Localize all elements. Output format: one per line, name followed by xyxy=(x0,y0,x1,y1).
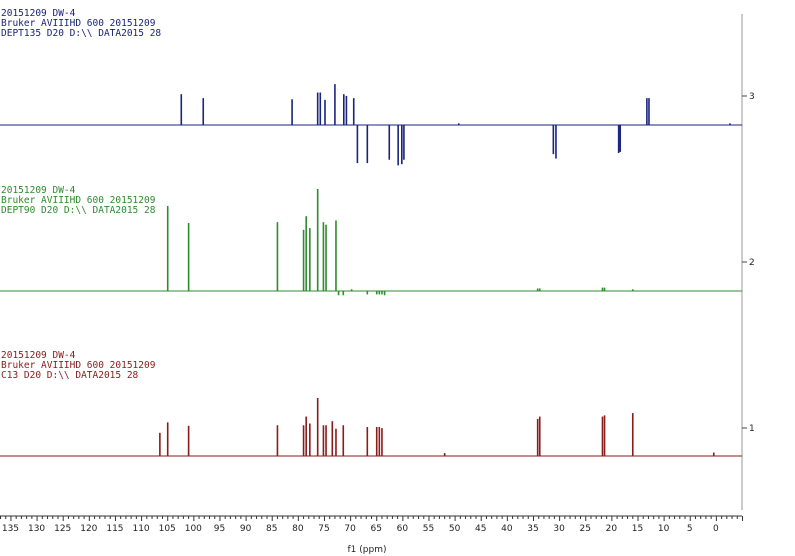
x-tick-label: 25 xyxy=(580,524,591,534)
spectrum-header-line: DEPT135 D20 D:\\ DATA2015 28 xyxy=(1,28,161,39)
x-tick-label: 115 xyxy=(106,524,123,534)
x-tick-label: 30 xyxy=(553,524,565,534)
x-tick-label: 10 xyxy=(658,524,670,534)
x-tick-label: 85 xyxy=(266,524,277,534)
x-tick-label: 50 xyxy=(449,524,461,534)
x-axis-label: f1 (ppm) xyxy=(348,545,387,555)
x-tick-label: 100 xyxy=(185,524,202,534)
x-tick-label: 65 xyxy=(370,524,381,534)
spectrum-header-line: 20151209 DW-4 xyxy=(1,350,76,361)
x-tick-label: 105 xyxy=(159,524,176,534)
spectrum-header-line: 20151209 DW-4 xyxy=(1,185,76,196)
x-tick-label: 125 xyxy=(54,524,71,534)
spectrum-header-line: Bruker AVIIIHD 600 20151209 xyxy=(1,18,156,29)
x-tick-label: 45 xyxy=(475,524,486,534)
x-tick-label: 120 xyxy=(80,524,97,534)
x-tick-label: 35 xyxy=(527,524,538,534)
x-tick-label: 90 xyxy=(240,524,252,534)
x-tick-label: 95 xyxy=(214,524,225,534)
spectrum-index-label: 3 xyxy=(749,92,755,102)
x-tick-label: 70 xyxy=(344,524,356,534)
x-tick-label: 55 xyxy=(423,524,434,534)
x-tick-label: 80 xyxy=(292,524,304,534)
x-tick-label: 5 xyxy=(687,524,693,534)
spectrum-header-line: Bruker AVIIIHD 600 20151209 xyxy=(1,195,156,206)
x-axis: 135 130 125 120 115 110 105 100 95 90 85 80 75 70 65 60… xyxy=(0,515,743,534)
spectrum-index-label: 1 xyxy=(749,424,755,434)
spectrum-header-line: C13 D20 D:\\ DATA2015 28 xyxy=(1,370,139,381)
x-tick-label: 15 xyxy=(632,524,643,534)
x-tick-label: 135 xyxy=(2,524,19,534)
x-tick-label: 130 xyxy=(28,524,45,534)
spectrum-index-label: 2 xyxy=(749,258,755,268)
x-tick-label: 40 xyxy=(501,524,513,534)
x-tick-label: 20 xyxy=(606,524,618,534)
x-tick-label: 110 xyxy=(132,524,149,534)
x-tick-label: 0 xyxy=(713,524,719,534)
spectrum-header-line: 20151209 DW-4 xyxy=(1,8,76,19)
x-tick-label: 60 xyxy=(397,524,409,534)
x-tick-label: 75 xyxy=(318,524,329,534)
spectrum-header-line: Bruker AVIIIHD 600 20151209 xyxy=(1,360,156,371)
spectrum-header-line: DEPT90 D20 D:\\ DATA2015 28 xyxy=(1,205,156,216)
